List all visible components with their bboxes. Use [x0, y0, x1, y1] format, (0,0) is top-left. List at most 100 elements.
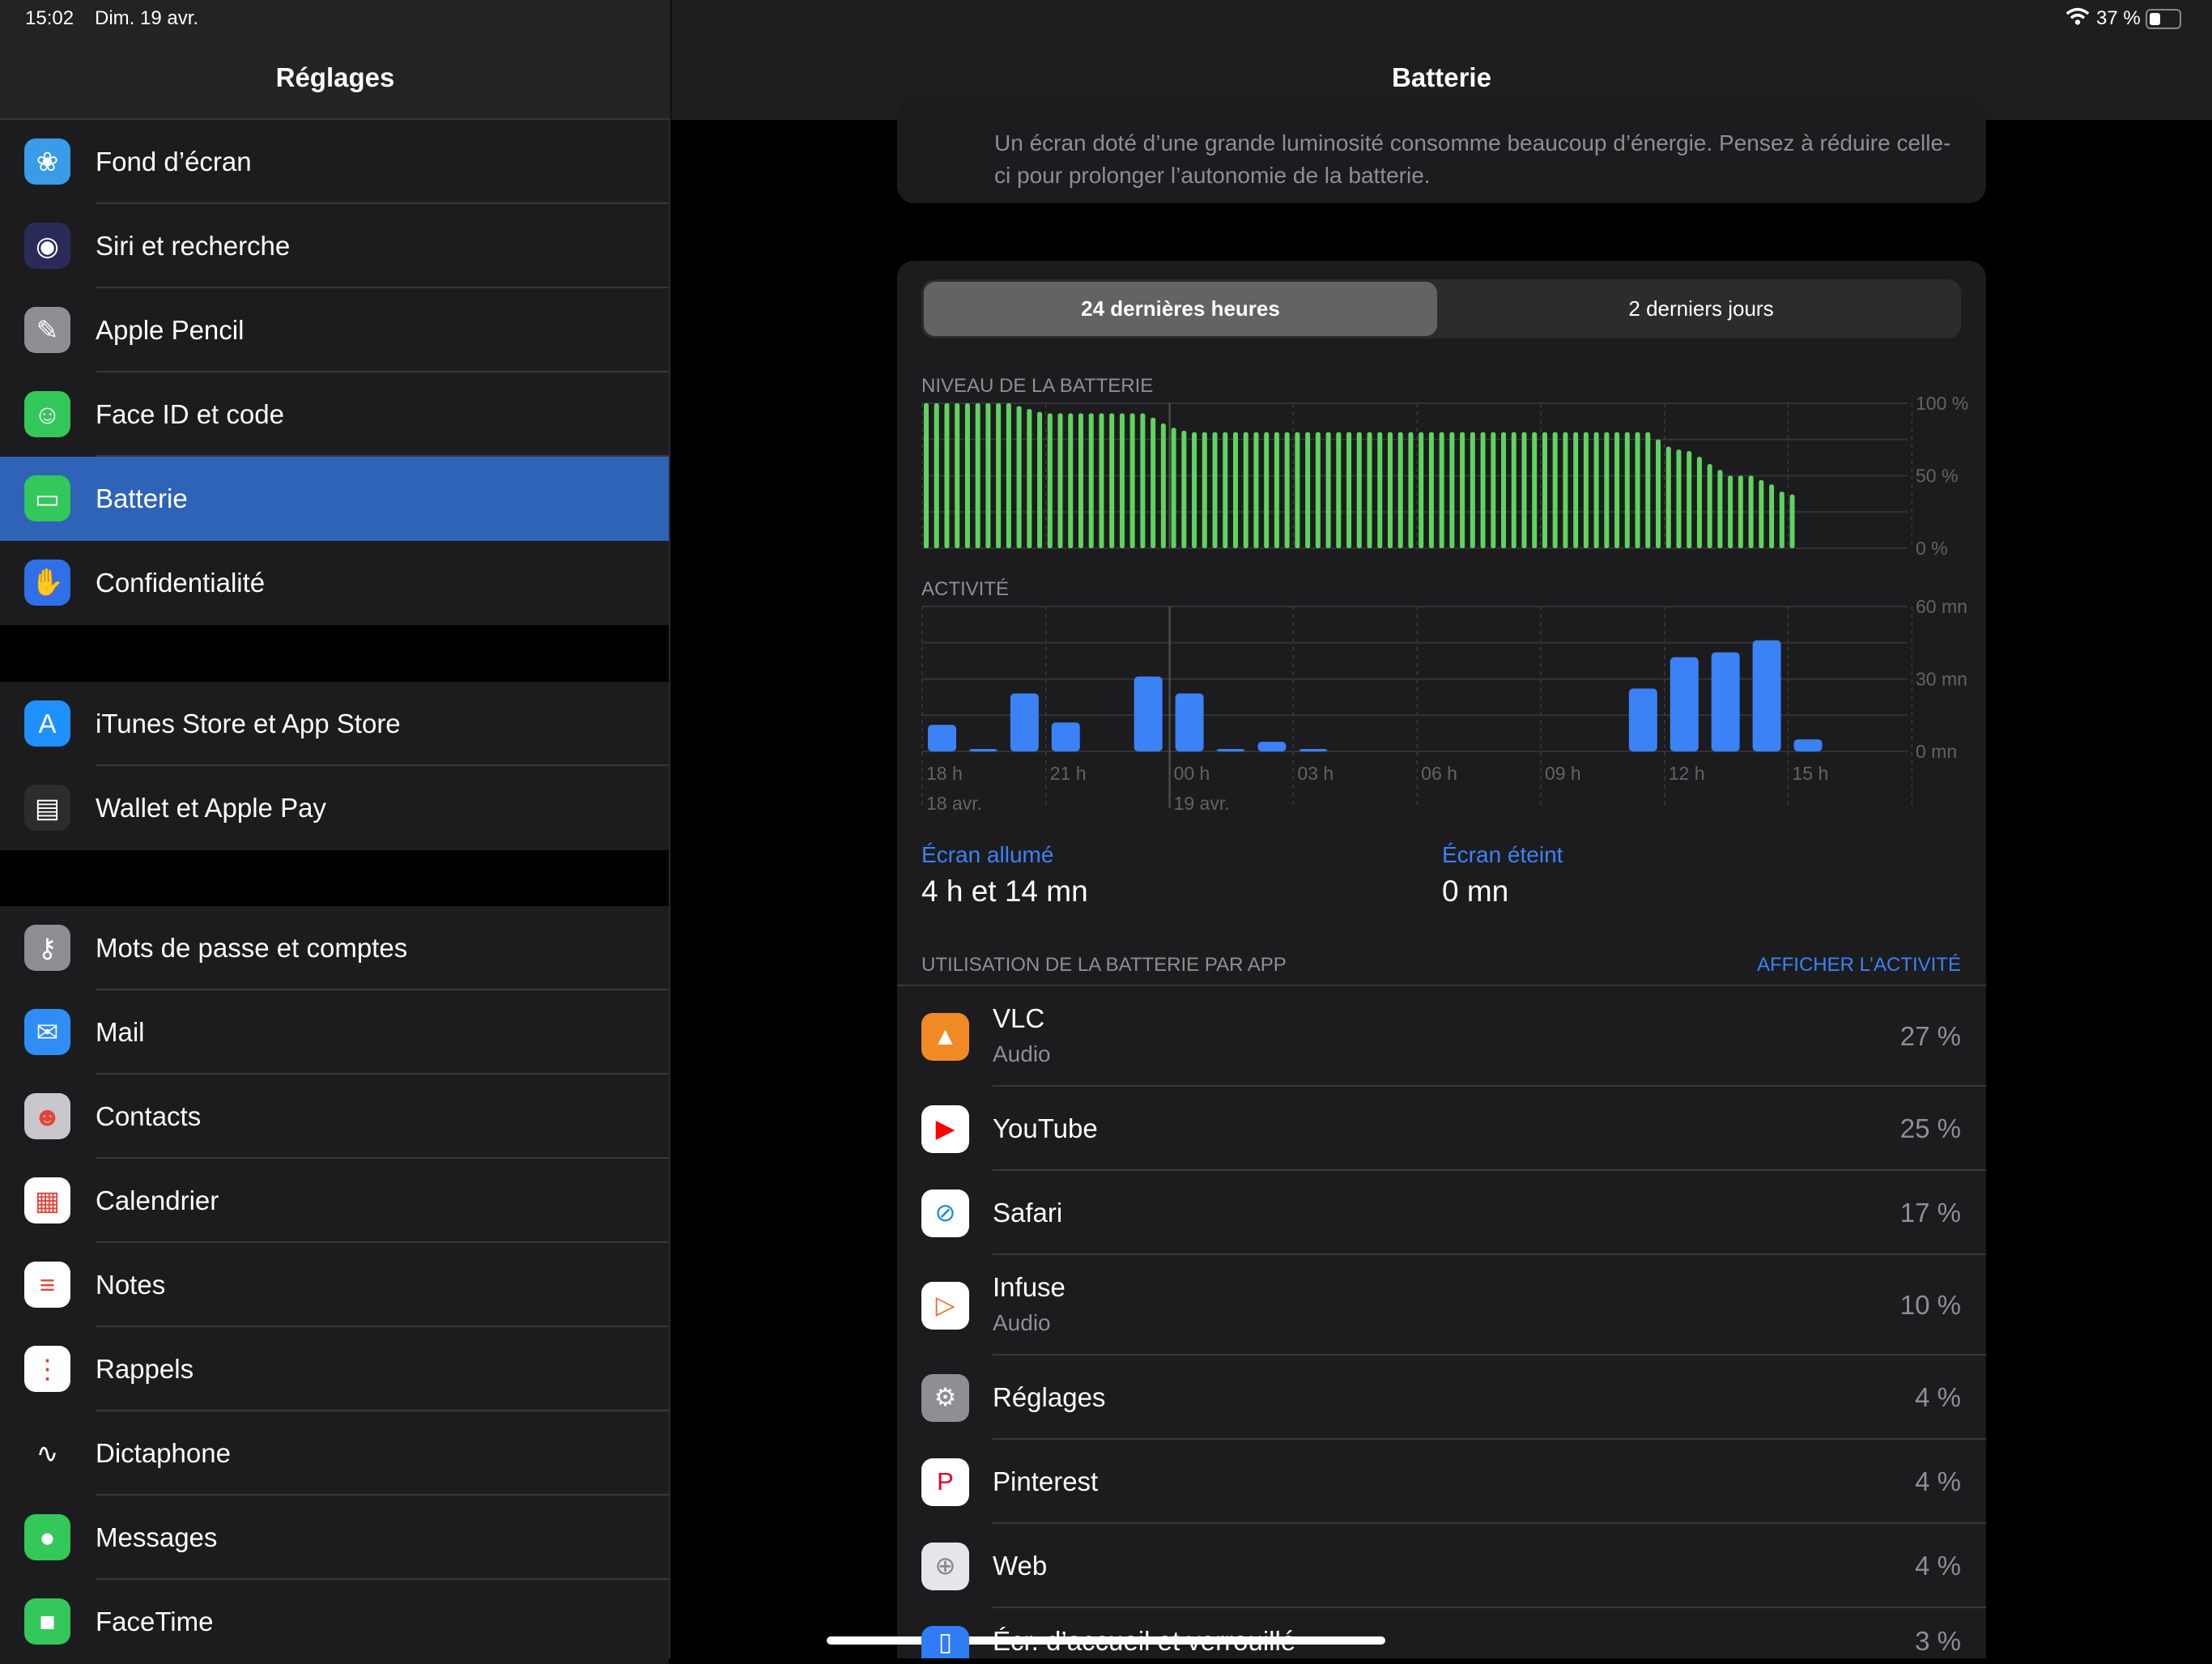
app-percent: 10 %: [1899, 1290, 1961, 1320]
screen-off-label: Écran éteint: [1442, 842, 1563, 867]
activity-bar: [968, 749, 998, 751]
sidebar-item[interactable]: ■ FaceTime: [0, 1580, 669, 1664]
y-tick-label: 50 %: [1916, 466, 1958, 487]
app-subtitle: Audio: [993, 1310, 1051, 1335]
battery-level-bar: [1336, 432, 1342, 548]
mail-icon: ✉: [24, 1009, 70, 1055]
x-tick-label: 03 h: [1297, 763, 1334, 784]
sidebar-item[interactable]: ✋ Confidentialité: [0, 541, 669, 625]
contacts-icon: ☻: [24, 1093, 70, 1139]
battery-level-bar: [1068, 413, 1074, 548]
sidebar-item[interactable]: ☺ Face ID et code: [0, 372, 669, 457]
battery-level-bar: [1387, 432, 1393, 548]
sidebar-item-label: Messages: [96, 1522, 218, 1552]
status-battery-icon: [2146, 9, 2181, 29]
x-tick-label: 09 h: [1545, 763, 1581, 784]
app-name: Réglages: [993, 1382, 1106, 1412]
sidebar-item[interactable]: ● Messages: [0, 1496, 669, 1580]
activity-bar: [1051, 722, 1080, 751]
tab-2-days[interactable]: 2 derniers jours: [1628, 296, 1774, 321]
y-tick-label: 30 mn: [1916, 669, 1967, 690]
divider: [993, 1438, 1986, 1440]
activity-bar: [928, 725, 956, 751]
sidebar-item[interactable]: ▤ Wallet et Apple Pay: [0, 766, 669, 850]
sidebar-item[interactable]: ◉ Siri et recherche: [0, 204, 669, 288]
app-usage-row[interactable]: ▯ Écr. d’accueil et verrouillé 3 %: [897, 1608, 1986, 1658]
app-usage-row[interactable]: ▲ VLC Audio 27 %: [897, 986, 1986, 1087]
battery-level-bar: [1439, 432, 1444, 548]
sidebar-title: Réglages: [275, 62, 395, 92]
app-percent: 25 %: [1899, 1113, 1961, 1143]
battery-level-bar: [1151, 417, 1156, 548]
activity-bar: [1711, 652, 1740, 751]
siri-icon: ◉: [24, 223, 70, 269]
sidebar-item-label: Contacts: [96, 1101, 202, 1131]
battery-level-bar: [1521, 432, 1527, 548]
battery-level-bar: [1501, 432, 1507, 548]
divider: [96, 764, 669, 766]
battery-level-bar: [1284, 432, 1290, 548]
activity-bar: [1134, 676, 1163, 751]
tab-24-hours[interactable]: 24 dernières heures: [924, 282, 1437, 336]
sidebar-header: [0, 0, 670, 120]
x-tick-label: 12 h: [1669, 763, 1705, 784]
battery-level-bar: [1057, 413, 1063, 548]
usage-by-app-title: UTILISATION DE LA BATTERIE PAR APP: [921, 954, 1287, 976]
facetime-icon: ■: [24, 1598, 70, 1645]
activity-title: ACTIVITÉ: [921, 578, 1010, 600]
wifi-icon: [2065, 6, 2090, 31]
battery-level-bar: [1305, 432, 1311, 548]
sidebar-item-label: Dictaphone: [96, 1438, 231, 1468]
sidebar-item-label: Batterie: [96, 483, 188, 513]
app-usage-row[interactable]: ⊕ Web 4 %: [897, 1524, 1986, 1608]
battery-level-bar: [1232, 432, 1238, 548]
battery-level-bar: [1470, 432, 1475, 548]
activity-bar: [1257, 742, 1287, 751]
sidebar-item[interactable]: ∿ Dictaphone: [0, 1411, 669, 1496]
battery-level-bar: [1552, 432, 1558, 548]
battery-level-bar: [1542, 432, 1547, 548]
sidebar-item[interactable]: ≡ Notes: [0, 1243, 669, 1327]
battery-level-bar: [1119, 413, 1125, 548]
screen-off-value: 0 mn: [1442, 875, 1509, 908]
divider: [96, 455, 669, 457]
y-tick-label: 100 %: [1916, 393, 1968, 414]
divider: [96, 1157, 669, 1159]
divider: [993, 1253, 1986, 1255]
safari-icon: ⊘: [921, 1189, 969, 1237]
sidebar-item[interactable]: ☻ Contacts: [0, 1075, 669, 1159]
sidebar-item[interactable]: ✉ Mail: [0, 990, 669, 1075]
battery-level-bar: [1099, 413, 1104, 548]
app-usage-row[interactable]: ⊘ Safari 17 %: [897, 1171, 1986, 1255]
sidebar-item[interactable]: ▦ Calendrier: [0, 1159, 669, 1243]
sidebar-item-label: Mots de passe et comptes: [96, 933, 408, 963]
sidebar-item[interactable]: ⚷ Mots de passe et comptes: [0, 906, 669, 990]
app-usage-row[interactable]: ▶ YouTube 25 %: [897, 1087, 1986, 1171]
wallpaper-icon: ❀: [24, 138, 70, 185]
divider: [96, 1326, 669, 1327]
battery-level-bar: [1769, 484, 1775, 548]
app-usage-row[interactable]: ▷ Infuse Audio 10 %: [897, 1255, 1986, 1355]
sidebar-item[interactable]: ✎ Apple Pencil: [0, 288, 669, 372]
home-indicator[interactable]: [827, 1636, 1385, 1645]
battery-level-bar: [1707, 464, 1712, 548]
sidebar-item[interactable]: ❀ Fond d’écran: [0, 120, 669, 204]
app-usage-row[interactable]: ⚙ Réglages 4 %: [897, 1355, 1986, 1440]
activity-bar: [1175, 693, 1204, 751]
divider: [96, 1494, 669, 1496]
y-tick-label: 60 mn: [1916, 596, 1967, 617]
battery-level-bar: [1789, 494, 1795, 548]
show-activity-button[interactable]: AFFICHER L’ACTIVITÉ: [1756, 954, 1961, 976]
battery-level-bar: [1604, 432, 1610, 548]
date-label: 18 avr.: [926, 793, 982, 814]
battery-level-bar: [934, 403, 939, 548]
app-percent: 4 %: [1915, 1382, 1961, 1412]
sidebar-item[interactable]: ⋮ Rappels: [0, 1327, 669, 1411]
battery-level-bar: [1397, 432, 1403, 548]
battery-level-bar: [1748, 475, 1754, 548]
battery-level-bar: [924, 403, 929, 548]
tip-card: [897, 99, 1986, 203]
sidebar-item[interactable]: ▭ Batterie: [0, 457, 669, 541]
app-usage-row[interactable]: P Pinterest 4 %: [897, 1440, 1986, 1524]
